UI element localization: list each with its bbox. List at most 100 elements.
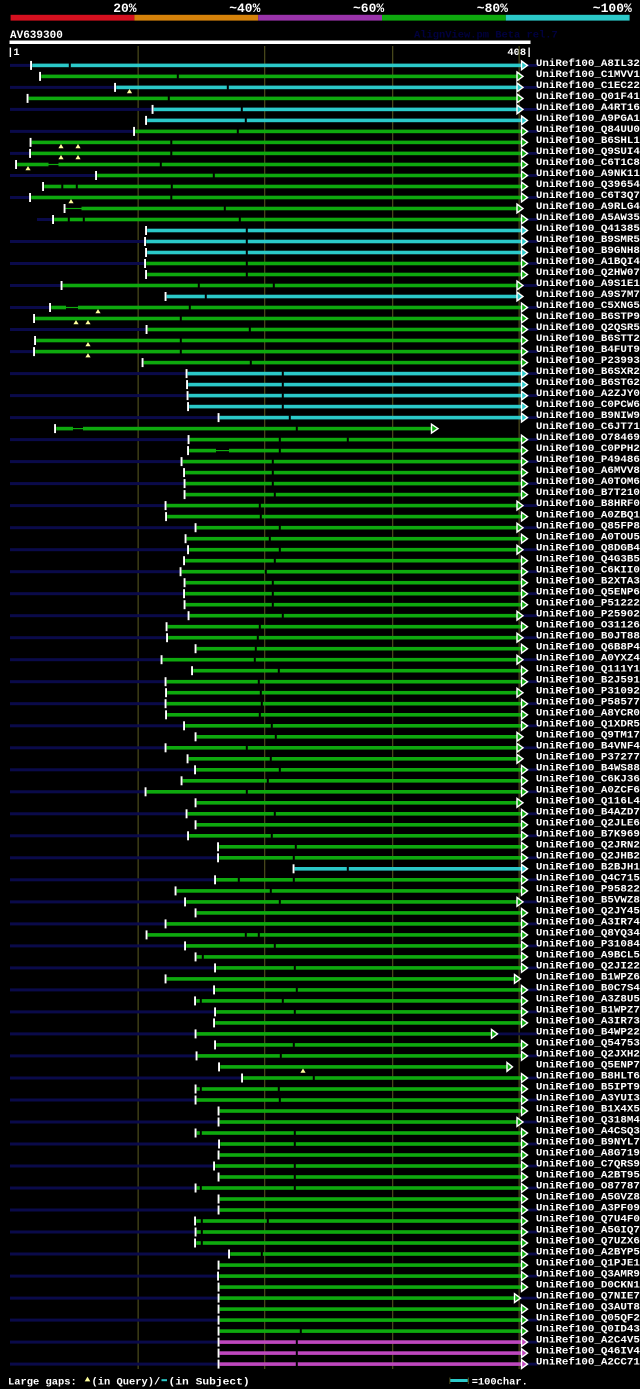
svg-text:UniRef100_Q2JXH2: UniRef100_Q2JXH2 xyxy=(536,1049,640,1061)
svg-text:UniRef100_Q2JHB2: UniRef100_Q2JHB2 xyxy=(536,850,640,862)
svg-text:UniRef100_C6T3Q7: UniRef100_C6T3Q7 xyxy=(536,190,640,202)
svg-text:UniRef100_A5AW35: UniRef100_A5AW35 xyxy=(536,212,640,224)
svg-text:UniRef100_Q2HW07: UniRef100_Q2HW07 xyxy=(536,267,640,279)
svg-text:UniRef100_P25902: UniRef100_P25902 xyxy=(536,608,640,620)
svg-text:|1: |1 xyxy=(7,47,19,59)
svg-text:~60%: ~60% xyxy=(353,1,384,16)
svg-text:UniRef100_A6MVV8: UniRef100_A6MVV8 xyxy=(536,465,640,477)
svg-text:AlignView.pm Beta rel.7: AlignView.pm Beta rel.7 xyxy=(414,30,558,42)
svg-text:UniRef100_A3YUI3: UniRef100_A3YUI3 xyxy=(536,1093,640,1105)
svg-text:(in Subject): (in Subject) xyxy=(169,1376,250,1388)
svg-text:UniRef100_B2XTA3: UniRef100_B2XTA3 xyxy=(536,575,640,587)
svg-text:UniRef100_Q2JRN2: UniRef100_Q2JRN2 xyxy=(536,839,640,851)
svg-text:UniRef100_A5GVZ8: UniRef100_A5GVZ8 xyxy=(536,1192,640,1204)
svg-text:UniRef100_B2J591: UniRef100_B2J591 xyxy=(536,674,640,686)
svg-text:UniRef100_A2CC71: UniRef100_A2CC71 xyxy=(536,1357,640,1369)
svg-text:UniRef100_Q7NIE7: UniRef100_Q7NIE7 xyxy=(536,1291,640,1303)
svg-text:UniRef100_A9PGA1: UniRef100_A9PGA1 xyxy=(536,113,640,125)
svg-text:UniRef100_Q2JY45: UniRef100_Q2JY45 xyxy=(536,905,640,917)
svg-text:UniRef100_Q4G3B5: UniRef100_Q4G3B5 xyxy=(536,553,640,565)
svg-text:UniRef100_B4WP22: UniRef100_B4WP22 xyxy=(536,1027,640,1039)
svg-text:UniRef100_Q9TM17: UniRef100_Q9TM17 xyxy=(536,729,640,741)
svg-text:UniRef100_C6KJ36: UniRef100_C6KJ36 xyxy=(536,773,640,785)
svg-text:=100char.: =100char. xyxy=(472,1376,528,1388)
svg-text:UniRef100_P31084: UniRef100_P31084 xyxy=(536,938,640,950)
svg-text:~100%: ~100% xyxy=(593,1,632,16)
svg-text:UniRef100_A8YCR0: UniRef100_A8YCR0 xyxy=(536,707,640,719)
svg-text:UniRef100_A0YXZ4: UniRef100_A0YXZ4 xyxy=(536,652,640,664)
svg-text:UniRef100_B0C7S4: UniRef100_B0C7S4 xyxy=(536,983,640,995)
svg-text:UniRef100_B8HRF0: UniRef100_B8HRF0 xyxy=(536,498,640,510)
svg-text:UniRef100_A3Z8U5: UniRef100_A3Z8U5 xyxy=(536,994,640,1006)
svg-text:UniRef100_Q85FP8: UniRef100_Q85FP8 xyxy=(536,520,640,532)
svg-text:UniRef100_B4FUT9: UniRef100_B4FUT9 xyxy=(536,344,640,356)
svg-text:UniRef100_C1EC22: UniRef100_C1EC22 xyxy=(536,80,640,92)
svg-text:UniRef100_B6STP9: UniRef100_B6STP9 xyxy=(536,311,640,323)
svg-text:Large gaps:: Large gaps: xyxy=(8,1376,77,1388)
svg-text:UniRef100_O31126: UniRef100_O31126 xyxy=(536,619,640,631)
svg-text:UniRef100_P51222: UniRef100_P51222 xyxy=(536,597,640,609)
svg-text:UniRef100_C7QRS9: UniRef100_C7QRS9 xyxy=(536,1159,640,1171)
svg-text:UniRef100_A8G719: UniRef100_A8G719 xyxy=(536,1148,640,1160)
svg-text:UniRef100_P23993: UniRef100_P23993 xyxy=(536,355,640,367)
svg-text:UniRef100_Q4C715: UniRef100_Q4C715 xyxy=(536,872,640,884)
svg-text:UniRef100_A9NK11: UniRef100_A9NK11 xyxy=(536,168,640,180)
svg-text:UniRef100_C0PCW6: UniRef100_C0PCW6 xyxy=(536,399,640,411)
svg-text:UniRef100_Q2QSR5: UniRef100_Q2QSR5 xyxy=(536,322,640,334)
svg-text:20%: 20% xyxy=(113,1,137,16)
svg-text:UniRef100_B5IPT9: UniRef100_B5IPT9 xyxy=(536,1082,640,1094)
svg-text:UniRef100_P37277: UniRef100_P37277 xyxy=(536,751,640,763)
svg-text:UniRef100_B7K969: UniRef100_B7K969 xyxy=(536,828,640,840)
svg-text:UniRef100_C5XNG5: UniRef100_C5XNG5 xyxy=(536,300,640,312)
svg-text:(in Query)/: (in Query)/ xyxy=(92,1376,161,1388)
svg-text:UniRef100_Q41385: UniRef100_Q41385 xyxy=(536,223,640,235)
svg-text:UniRef100_Q8YQ34: UniRef100_Q8YQ34 xyxy=(536,927,640,939)
svg-text:UniRef100_B6SXR2: UniRef100_B6SXR2 xyxy=(536,366,640,378)
svg-text:UniRef100_B0JT88: UniRef100_B0JT88 xyxy=(536,630,640,642)
svg-text:UniRef100_Q1XDR5: UniRef100_Q1XDR5 xyxy=(536,718,640,730)
svg-text:UniRef100_P58577: UniRef100_P58577 xyxy=(536,696,640,708)
svg-text:UniRef100_A4RT16: UniRef100_A4RT16 xyxy=(536,102,640,114)
svg-text:UniRef100_D0CKN1: UniRef100_D0CKN1 xyxy=(536,1280,640,1292)
svg-text:UniRef100_A4CSQ3: UniRef100_A4CSQ3 xyxy=(536,1126,640,1138)
svg-text:UniRef100_Q39654: UniRef100_Q39654 xyxy=(536,179,640,191)
svg-text:UniRef100_A1BQI4: UniRef100_A1BQI4 xyxy=(536,256,640,268)
svg-text:UniRef100_Q01F41: UniRef100_Q01F41 xyxy=(536,91,640,103)
svg-text:UniRef100_C6KII0: UniRef100_C6KII0 xyxy=(536,564,640,576)
svg-text:UniRef100_C6T1C8: UniRef100_C6T1C8 xyxy=(536,157,640,169)
svg-text:UniRef100_Q5ENP6: UniRef100_Q5ENP6 xyxy=(536,586,640,598)
svg-text:UniRef100_C6JT71: UniRef100_C6JT71 xyxy=(536,421,640,433)
svg-text:UniRef100_B8HLT6: UniRef100_B8HLT6 xyxy=(536,1071,640,1083)
svg-text:UniRef100_P49486: UniRef100_P49486 xyxy=(536,454,640,466)
svg-text:UniRef100_B6STT2: UniRef100_B6STT2 xyxy=(536,333,640,345)
svg-text:UniRef100_O78469: UniRef100_O78469 xyxy=(536,432,640,444)
svg-text:UniRef100_Q318M4: UniRef100_Q318M4 xyxy=(536,1115,640,1127)
svg-text:UniRef100_A2BYP5: UniRef100_A2BYP5 xyxy=(536,1247,640,1259)
svg-text:UniRef100_B1WPZ6: UniRef100_B1WPZ6 xyxy=(536,972,640,984)
svg-text:UniRef100_B9SMR5: UniRef100_B9SMR5 xyxy=(536,234,640,246)
svg-text:UniRef100_Q0ID43: UniRef100_Q0ID43 xyxy=(536,1324,640,1336)
svg-text:UniRef100_Q2JLE6: UniRef100_Q2JLE6 xyxy=(536,817,640,829)
svg-text:UniRef100_A0TOM6: UniRef100_A0TOM6 xyxy=(536,476,640,488)
svg-text:UniRef100_C0PPH2: UniRef100_C0PPH2 xyxy=(536,443,640,455)
svg-text:UniRef100_A9BCL5: UniRef100_A9BCL5 xyxy=(536,949,640,961)
svg-text:UniRef100_A8IL32: UniRef100_A8IL32 xyxy=(536,58,640,70)
svg-text:UniRef100_A9S1E1: UniRef100_A9S1E1 xyxy=(536,278,640,290)
svg-text:UniRef100_B4WS88: UniRef100_B4WS88 xyxy=(536,762,640,774)
svg-text:UniRef100_A0TOU5: UniRef100_A0TOU5 xyxy=(536,531,640,543)
svg-text:UniRef100_O87787: UniRef100_O87787 xyxy=(536,1181,640,1193)
svg-text:408|: 408| xyxy=(507,47,532,59)
svg-text:UniRef100_B9NIW9: UniRef100_B9NIW9 xyxy=(536,410,640,422)
svg-text:UniRef100_B4AZD7: UniRef100_B4AZD7 xyxy=(536,806,640,818)
svg-text:UniRef100_B9GNH8: UniRef100_B9GNH8 xyxy=(536,245,640,257)
svg-text:UniRef100_B6SHL1: UniRef100_B6SHL1 xyxy=(536,135,640,147)
svg-text:UniRef100_B1WPZ7: UniRef100_B1WPZ7 xyxy=(536,1005,640,1017)
svg-text:UniRef100_Q6B8P4: UniRef100_Q6B8P4 xyxy=(536,641,640,653)
svg-text:UniRef100_Q54753: UniRef100_Q54753 xyxy=(536,1038,640,1050)
svg-text:UniRef100_B6STG2: UniRef100_B6STG2 xyxy=(536,377,640,389)
svg-text:~40%: ~40% xyxy=(229,1,260,16)
svg-text:UniRef100_B2BJH1: UniRef100_B2BJH1 xyxy=(536,861,640,873)
svg-text:UniRef100_A3IR73: UniRef100_A3IR73 xyxy=(536,1016,640,1028)
svg-text:UniRef100_B1X4X5: UniRef100_B1X4X5 xyxy=(536,1104,640,1116)
svg-text:UniRef100_Q5ENP7: UniRef100_Q5ENP7 xyxy=(536,1060,640,1072)
